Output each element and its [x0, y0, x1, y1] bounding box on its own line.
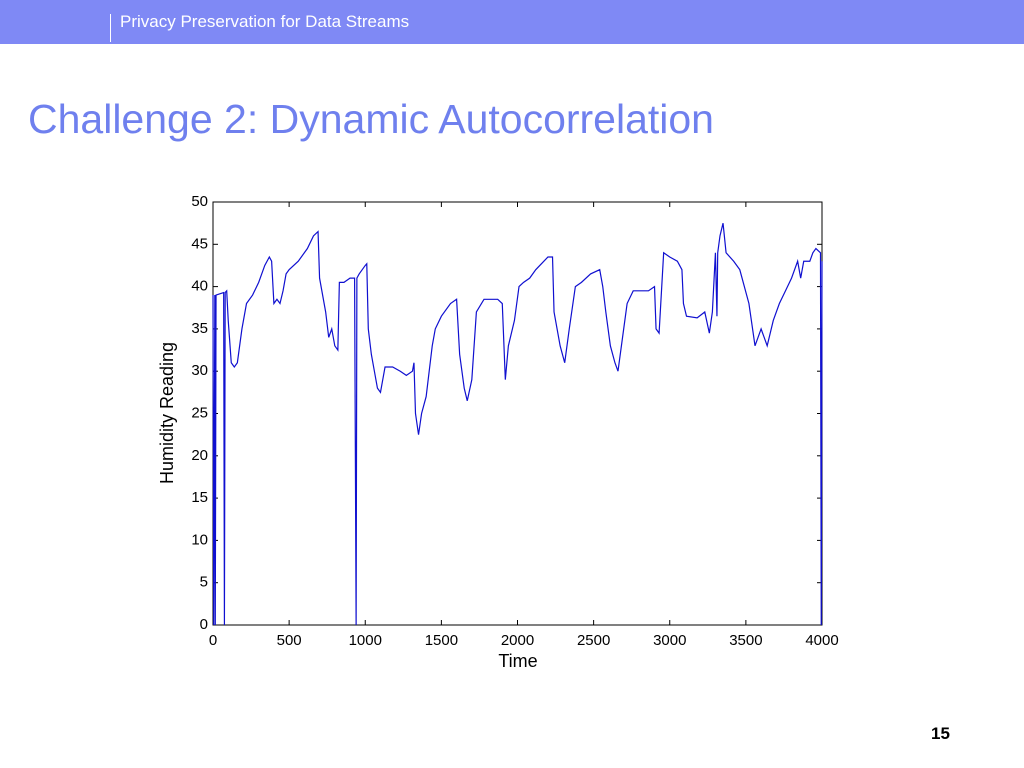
data-line — [212, 223, 823, 626]
header-title: Privacy Preservation for Data Streams — [120, 12, 410, 31]
x-tick-label: 0 — [209, 632, 217, 649]
x-axis-label: Time — [498, 651, 537, 671]
y-tick-label: 10 — [191, 531, 208, 548]
page-number: 15 — [931, 724, 950, 743]
x-tick-label: 3500 — [729, 632, 762, 649]
x-tick-label: 2500 — [577, 632, 610, 649]
y-tick-label: 45 — [191, 235, 208, 252]
y-tick-label: 40 — [191, 278, 208, 295]
header-bar — [0, 0, 1024, 44]
x-tick-label: 1000 — [349, 632, 382, 649]
y-tick-label: 25 — [191, 404, 208, 421]
x-tick-label: 2000 — [501, 632, 534, 649]
slide-title: Challenge 2: Dynamic Autocorrelation — [28, 96, 714, 142]
y-tick-label: 5 — [200, 574, 208, 591]
y-tick-label: 0 — [200, 616, 208, 633]
header-separator — [110, 14, 111, 42]
x-tick-label: 500 — [277, 632, 302, 649]
y-tick-label: 35 — [191, 320, 208, 337]
x-tick-label: 3000 — [653, 632, 686, 649]
x-tick-label: 1500 — [425, 632, 458, 649]
y-tick-label: 20 — [191, 447, 208, 464]
y-tick-label: 50 — [191, 193, 208, 210]
plot-frame — [212, 201, 823, 626]
y-tick-label: 15 — [191, 489, 208, 506]
x-tick-label: 4000 — [805, 632, 838, 649]
y-axis-label: Humidity Reading — [157, 342, 177, 484]
y-tick-label: 30 — [191, 362, 208, 379]
